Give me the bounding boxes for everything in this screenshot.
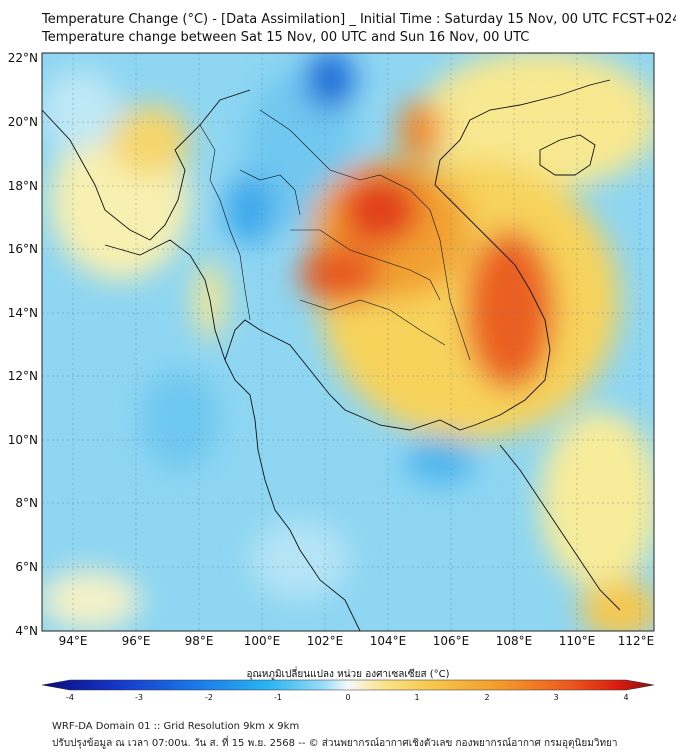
lon-label: 94°E xyxy=(59,634,88,648)
footer-model-info: WRF-DA Domain 01 :: Grid Resolution 9km … xyxy=(52,721,300,732)
map-frame xyxy=(41,52,655,632)
lat-label: 20°N xyxy=(8,115,38,129)
lon-label: 96°E xyxy=(122,634,151,648)
colorbar-tick: 4 xyxy=(623,693,628,702)
temperature-field xyxy=(42,53,654,631)
lon-label: 110°E xyxy=(559,634,596,648)
colorbar-label: อุณหภูมิเปลี่ยนแปลง หน่วย องศาเซลเซียส (… xyxy=(246,666,449,680)
footer-update-info: ปรับปรุงข้อมูล ณ เวลา 07:00น. วัน ส. ที่… xyxy=(52,738,618,749)
colorbar-tick: -1 xyxy=(274,693,282,702)
coastlines xyxy=(42,79,621,631)
lon-label: 112°E xyxy=(618,634,655,648)
lon-label: 108°E xyxy=(496,634,533,648)
lat-label: 12°N xyxy=(8,369,38,383)
lon-label: 104°E xyxy=(370,634,407,648)
colorbar-tick: -2 xyxy=(205,693,213,702)
colorbar-tick: 0 xyxy=(345,693,350,702)
colorbar-tick: -4 xyxy=(66,693,74,702)
lat-label: 22°N xyxy=(8,51,38,65)
lat-label: 14°N xyxy=(8,306,38,320)
lon-label: 106°E xyxy=(433,634,470,648)
lat-label: 4°N xyxy=(15,624,38,638)
lat-label: 6°N xyxy=(15,560,38,574)
colorbar xyxy=(41,679,655,691)
lon-label: 100°E xyxy=(244,634,281,648)
colorbar-tick: 2 xyxy=(484,693,489,702)
lat-label: 10°N xyxy=(8,433,38,447)
chart-title-line2: Temperature change between Sat 15 Nov, 0… xyxy=(42,30,530,45)
lon-label: 102°E xyxy=(307,634,344,648)
colorbar-tick: 1 xyxy=(414,693,419,702)
lat-label: 16°N xyxy=(8,242,38,256)
lat-label: 18°N xyxy=(8,179,38,193)
colorbar-tick: 3 xyxy=(553,693,558,702)
borders xyxy=(199,109,471,361)
colorbar-tick: -3 xyxy=(135,693,143,702)
lat-label: 8°N xyxy=(15,496,38,510)
lon-label: 98°E xyxy=(185,634,214,648)
gridlines xyxy=(42,53,654,631)
chart-title-line1: Temperature Change (°C) - [Data Assimila… xyxy=(42,12,676,27)
